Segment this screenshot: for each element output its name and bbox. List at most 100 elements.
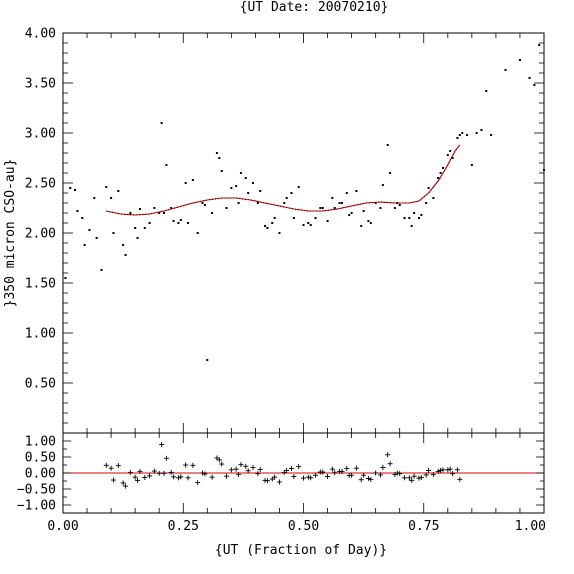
residual-point [243,463,249,469]
data-point [259,190,262,192]
data-point [350,212,353,214]
data-point [475,132,478,134]
residual-point [257,466,263,472]
data-point [374,202,377,204]
data-point [160,122,163,124]
residual-point [329,466,335,472]
data-point [172,220,175,222]
data-point [314,217,317,219]
residual-point [435,468,441,474]
data-point [148,222,151,224]
residual-point [387,461,393,467]
top-panel-frame [62,32,545,434]
residual-point [445,467,451,473]
residual-point [373,470,379,476]
data-point [413,212,416,214]
data-point [93,197,96,199]
data-point [309,224,312,226]
residual-point [365,475,371,481]
residual-point [142,474,148,480]
data-point [165,164,168,166]
residual-point [397,471,403,477]
data-point [244,177,247,179]
residual-point [320,469,326,475]
data-point [441,167,444,169]
data-point [235,185,238,187]
data-point [124,254,127,256]
data-point [177,222,180,224]
residual-point [216,457,222,463]
residual-point [288,466,294,472]
data-point [386,144,389,146]
data-point [408,217,411,219]
data-point [533,84,536,86]
residual-point [313,472,319,478]
residual-point [195,480,201,486]
residual-point [111,477,117,483]
top-panel: 0.50 1.00 1.50 2.00 2.50 3.00 3.50 4.00 }350 mi… [3,27,545,434]
bottom-xtick-label: 0.00 [47,519,78,534]
data-point [439,172,442,174]
data-point [251,182,254,184]
data-point [237,202,240,204]
data-point [230,187,233,189]
data-point [403,217,406,219]
data-point [451,157,454,159]
bottom-ytick-label: 0.00 [25,467,56,482]
data-point [321,207,324,209]
residual-point [171,474,177,480]
data-point [201,202,204,204]
residual-point [296,464,302,470]
bottom-ytick-label: −1.00 [17,499,56,514]
data-point [427,187,430,189]
residual-point [163,455,169,461]
bottom-ytick-label: −0.50 [17,483,56,498]
fit-curve [106,144,461,216]
residual-point [224,473,230,479]
residual-point [264,478,270,484]
residual-point [178,474,184,480]
residual-point [447,466,453,472]
data-point [122,244,125,246]
residual-point [228,467,234,473]
data-point [95,237,98,239]
data-point [458,134,461,136]
residual-point [440,467,446,473]
residual-point [377,472,383,478]
data-point [461,132,464,134]
top-ytick-label: 0.50 [25,377,56,392]
data-point [81,217,84,219]
data-point [112,232,115,234]
bottom-ytick-label: 0.50 [25,451,56,466]
data-point [490,134,493,136]
data-point [297,186,300,188]
residual-point [127,469,133,475]
residual-point [137,468,143,474]
data-point [345,192,348,194]
data-point [283,202,286,204]
residual-point [183,462,189,468]
data-point [285,197,288,199]
residual-point [339,468,345,474]
data-point [393,207,396,209]
residual-point [411,473,417,479]
data-point [88,229,91,231]
residual-point [305,474,311,480]
residual-point [438,467,444,473]
residual-point [190,462,196,468]
residual-point [430,472,436,478]
data-point [432,197,435,199]
data-point [266,227,269,229]
data-point [348,214,351,216]
data-point [273,217,276,219]
top-ytick-label: 4.00 [25,27,56,42]
residual-point [168,469,174,475]
data-point [76,210,79,212]
residual-point [284,467,290,473]
data-point [211,212,214,214]
residual-point [147,473,153,479]
data-point [290,192,293,194]
bottom-xtick-label: 0.25 [168,519,199,534]
data-point [331,197,334,199]
chart-title: {UT Date: 20070210} [240,0,389,15]
